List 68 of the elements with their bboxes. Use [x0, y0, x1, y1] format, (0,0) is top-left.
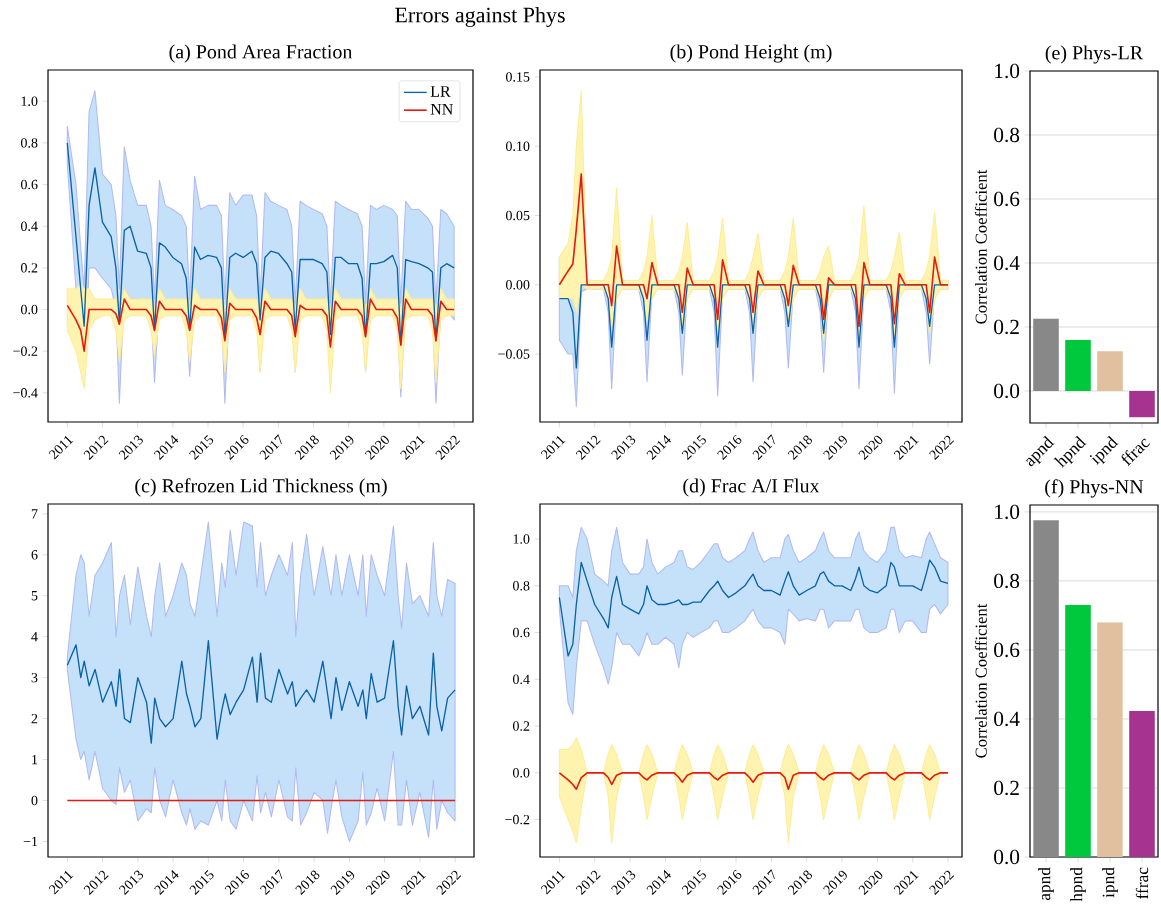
y-tick-label: 1.0 [513, 534, 530, 544]
y-tick-label: 0.6 [994, 191, 1020, 207]
x-tick-label: apnd [1038, 867, 1054, 901]
y-tick-label: 0.2 [20, 263, 38, 273]
y-tick-label: 0.6 [20, 179, 38, 190]
y-axis-title: Correlation Coefficient [974, 169, 987, 324]
y-tick-label: 1.0 [995, 63, 1020, 79]
y-tick-label: 0.0 [512, 768, 530, 778]
y-tick-label: 0.0 [994, 849, 1020, 865]
x-tick-label: ffrac [1135, 867, 1149, 899]
legend-label: LR [430, 86, 451, 97]
y-tick-label: −0.05 [498, 349, 530, 359]
y-tick-label: 0 [31, 795, 38, 806]
y-tick-label: 0.4 [994, 711, 1020, 727]
chart-title: (b) Pond Height (m) [670, 44, 832, 63]
chart-title: (e) Phys-LR [1045, 45, 1144, 64]
x-tick-label: ipnd [1089, 435, 1119, 465]
y-tick-label: 2 [31, 713, 38, 724]
y-tick-label: 0.4 [512, 674, 530, 684]
y-tick-label: 6 [31, 550, 38, 560]
legend-label: NN [430, 103, 453, 115]
chart-title: (d) Frac A/I Flux [683, 478, 820, 497]
y-tick-label: 0.8 [512, 581, 530, 591]
text: Errors against Phys [395, 6, 565, 27]
y-tick-label: 0.0 [20, 304, 38, 315]
y-tick-label: 1 [32, 754, 38, 765]
bar [1097, 351, 1123, 391]
y-tick-label: 0.8 [20, 138, 38, 148]
y-tick-label: 0.00 [505, 279, 530, 290]
x-tick-label: ffrac [1121, 438, 1150, 466]
y-tick-label: −0.4 [13, 388, 38, 398]
x-tick-label: ipnd [1102, 867, 1118, 898]
bar [1065, 340, 1091, 391]
bar [1065, 605, 1091, 857]
bar [1129, 390, 1155, 418]
y-tick-label: −0.2 [13, 346, 38, 356]
y-tick-label: 0.2 [512, 721, 530, 731]
y-tick-label: 0.4 [20, 221, 38, 231]
y-tick-label: 0.4 [994, 255, 1020, 271]
chart-title: (f) Phys-NN [1045, 479, 1144, 498]
bar [1097, 622, 1123, 857]
y-tick-label: 7 [31, 509, 38, 519]
y-tick-label: 4 [31, 632, 38, 642]
y-tick-label: 0.10 [505, 141, 530, 151]
y-tick-label: 0.6 [994, 642, 1020, 658]
x-tick-label: hpnd [1070, 867, 1086, 902]
y-tick-label: 0.2 [994, 319, 1019, 335]
y-tick-label: 0.05 [505, 210, 530, 221]
y-tick-label: 0.2 [994, 780, 1019, 796]
y-tick-label: 0.0 [994, 383, 1020, 399]
y-tick-label: 0.8 [994, 127, 1020, 143]
line-series [66, 640, 456, 744]
y-tick-label: 5 [31, 591, 38, 601]
bar [1129, 710, 1155, 857]
x-tick-label: 2011 [540, 870, 566, 895]
y-tick-label: 3 [31, 672, 38, 683]
y-tick-label: 0.15 [505, 72, 530, 82]
x-tick-label: 2011 [540, 435, 566, 460]
chart-title: (c) Refrozen Lid Thickness (m) [135, 478, 387, 497]
y-tick-label: −0.2 [505, 814, 530, 825]
chart-title: (a) Pond Area Fraction [169, 44, 353, 63]
y-tick-label: 0.8 [994, 573, 1020, 589]
y-tick-label: 1.0 [995, 504, 1020, 520]
y-tick-label: 1.0 [21, 96, 38, 106]
y-axis-title: Correlation Coefficient [974, 603, 987, 758]
bar [1033, 318, 1059, 391]
y-tick-label: −1 [23, 836, 38, 846]
y-tick-label: 0.6 [512, 627, 530, 638]
